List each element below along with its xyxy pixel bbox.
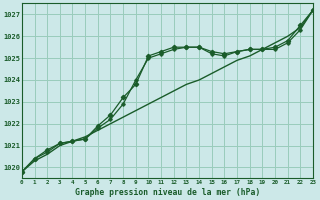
- X-axis label: Graphe pression niveau de la mer (hPa): Graphe pression niveau de la mer (hPa): [75, 188, 260, 197]
